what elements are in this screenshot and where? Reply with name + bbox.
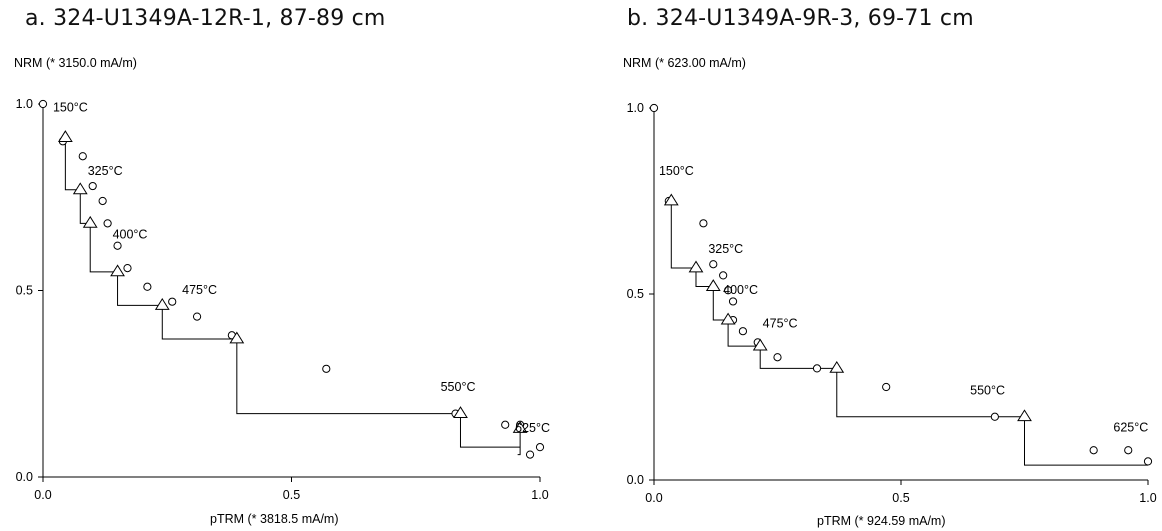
data-point-triangle [512,421,528,433]
x-tick-label: 1.0 [531,488,548,502]
data-point-circle [88,181,97,191]
data-point-circle [78,152,87,161]
data-point-circle [1143,457,1153,466]
y-tick-label: 0.0 [16,470,33,484]
data-point-circle [728,297,738,306]
data-point-circle [322,364,331,373]
temperature-annotation: 550°C [441,380,476,394]
data-point-circle [123,264,132,273]
ptrm-check-line [836,368,1025,418]
data-point-circle [724,286,733,295]
data-point-circle [649,103,659,113]
data-point-circle [882,382,891,392]
data-point-triangle [720,312,736,325]
y-tick-label: 1.0 [16,97,33,111]
data-point-triangle [663,193,679,206]
x-axis-label: pTRM (* 924.59 mA/m) [817,514,946,528]
data-point-circle [501,420,510,429]
data-point-circle [143,282,152,291]
x-tick-label: 0.5 [892,491,909,505]
y-axis-label: NRM (* 623.00 mA/m) [623,56,746,70]
data-point-triangle [82,215,98,228]
chart-title: b. 324-U1349A-9R-3, 69-71 cm [627,6,974,31]
data-point-circle [699,219,708,228]
x-tick-label: 1.0 [1139,491,1156,505]
data-point-triangle [1017,409,1032,422]
data-point-triangle [453,406,468,418]
y-tick-label: 0.0 [627,473,644,487]
temperature-annotation: 325°C [708,242,743,256]
ptrm-check-line [712,286,729,321]
data-point-circle [103,219,112,228]
ptrm-check-line [695,267,714,288]
ptrm-check-line [670,201,696,269]
temperature-annotation: 475°C [763,316,798,330]
plot-area: 0.00.0 0.5 0.5 1.0 1.0 150°C 325°C 400°C 475°C 55… [16,97,550,502]
y-tick-label: 1.0 [627,101,644,115]
ptrm-check-line [1024,416,1148,466]
data-point-circle [709,260,718,269]
plot-area: 0.00.0 0.5 0.5 1.0 1.0 150°C 325°C 400°C 475°C 55… [627,101,1157,505]
data-point-circle [535,443,545,452]
data-point-circle [1124,446,1133,455]
temperature-annotation: 625°C [1113,421,1148,435]
x-tick-label: 0.5 [283,488,300,502]
data-point-circle [719,271,728,280]
ptrm-check-line [117,271,163,306]
data-point-circle [192,312,202,321]
data-point-circle [38,99,48,109]
temperature-annotation: 475°C [182,283,217,297]
chart-panel-a: a. 324-U1349A-12R-1, 87-89 cm NRM (* 315… [14,6,550,526]
data-point-triangle [752,338,768,351]
data-point-triangle [72,182,88,195]
ptrm-check-line [759,346,837,369]
ptrm-check-line [236,338,461,415]
ptrm-check-line [161,305,237,340]
data-point-circle [738,327,748,336]
x-axis-label: pTRM (* 3818.5 mA/m) [210,512,339,526]
temperature-annotation: 400°C [723,283,758,297]
y-tick-label: 0.5 [627,287,644,301]
temperature-annotation: 150°C [659,164,694,178]
x-tick-label: 0.0 [645,491,662,505]
data-point-triangle [110,264,125,277]
data-point-circle [812,364,822,373]
data-point-triangle [57,130,73,142]
data-point-triangle [154,297,170,310]
data-point-circle [98,196,107,206]
data-point-circle [168,297,177,306]
temperature-annotation: 625°C [515,421,550,435]
ptrm-check-line [64,137,81,191]
ptrm-check-line [727,320,761,347]
ptrm-check-line [517,428,521,456]
data-point-circle [1089,446,1098,455]
data-point-triangle [705,279,721,291]
ptrm-check-line [89,223,118,273]
chart-title: a. 324-U1349A-12R-1, 87-89 cm [25,6,386,31]
data-point-circle [773,353,782,362]
data-point-circle [113,241,122,250]
data-point-triangle [229,331,245,344]
data-point-triangle [688,260,704,273]
y-axis-label: NRM (* 3150.0 mA/m) [14,56,137,70]
temperature-annotation: 150°C [53,100,88,114]
x-tick-label: 0.0 [34,488,51,502]
data-point-circle [525,450,535,459]
y-tick-label: 0.5 [16,284,33,298]
ptrm-check-line [459,413,521,448]
temperature-annotation: 325°C [88,164,123,178]
temperature-annotation: 400°C [113,227,148,241]
data-point-circle [990,412,999,421]
data-point-triangle [829,360,845,373]
temperature-annotation: 550°C [970,383,1005,397]
chart-panel-b: b. 324-U1349A-9R-3, 69-71 cm NRM (* 623.… [581,0,1162,531]
